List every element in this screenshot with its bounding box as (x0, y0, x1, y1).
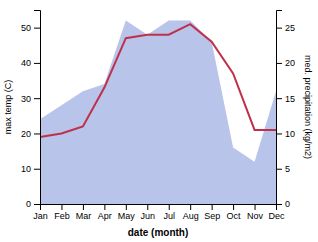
y-tick: 50 (21, 23, 40, 33)
tick-label: 40 (21, 58, 31, 68)
y-tick: 10 (21, 164, 40, 174)
tick-label: 30 (21, 94, 31, 104)
y-tick: 20 (276, 58, 295, 68)
area (40, 21, 276, 204)
x-axis-title: date (month) (128, 227, 189, 238)
y-tick: 0 (276, 199, 290, 209)
x-tick: Aug (183, 204, 199, 221)
tick-label: May (118, 211, 136, 221)
tick-label: Jul (163, 211, 175, 221)
tick-label: Apr (98, 211, 112, 221)
tick-mark (276, 98, 282, 99)
tick-label: 0 (285, 199, 290, 209)
x-axis: Jan Feb Mar Apr May Jun Jul Aug Sep Oct Nov Dec (33, 204, 285, 221)
x-tick: Oct (227, 204, 242, 221)
x-tick: Jun (141, 204, 156, 221)
plot: JanFebMarAprMayJunJulAugSepOctNovDec0102… (3, 11, 313, 239)
tick-label: 20 (285, 58, 295, 68)
tick-label: Mar (76, 211, 92, 221)
tick-mark (34, 133, 40, 134)
y-tick: 0 (26, 199, 40, 209)
tick-label: 25 (285, 23, 295, 33)
tick-label: 10 (285, 129, 295, 139)
tick-label: Jun (141, 211, 156, 221)
y-tick: 5 (276, 164, 290, 174)
x-tick: Nov (247, 204, 264, 221)
axis-line (34, 11, 41, 205)
tick-label: 20 (21, 129, 31, 139)
x-tick: Feb (54, 204, 70, 221)
tick-mark (233, 204, 234, 210)
x-tick: Mar (76, 204, 92, 221)
tick-label: Jan (33, 211, 48, 221)
x-tick: Dec (268, 204, 285, 221)
tick-mark (34, 63, 40, 64)
axis-line (41, 205, 277, 211)
tick-label: Oct (227, 211, 242, 221)
y-tick: 20 (21, 129, 40, 139)
x-tick: Jan (33, 204, 48, 221)
x-tick: May (118, 204, 136, 221)
tick-mark (104, 204, 105, 210)
tick-mark (276, 28, 282, 29)
y-tick: 10 (276, 129, 295, 139)
tick-label: 50 (21, 23, 31, 33)
tick-mark (34, 204, 40, 205)
tick-label: 5 (285, 164, 290, 174)
axis-line (277, 11, 283, 205)
tick-mark (255, 204, 256, 210)
tick-label: Aug (183, 211, 199, 221)
y2-axis-title: med. precipitation (kg/m2) (303, 55, 313, 159)
tick-mark (126, 204, 127, 210)
tick-mark (169, 204, 170, 210)
x-tick: Sep (204, 204, 220, 221)
x-tick: Apr (98, 204, 112, 221)
tick-mark (276, 63, 282, 64)
tick-mark (34, 169, 40, 170)
chart: JanFebMarAprMayJunJulAugSepOctNovDec0102… (0, 0, 318, 242)
tick-label: 0 (26, 199, 31, 209)
x-tick: Jul (163, 204, 175, 221)
marks (40, 21, 276, 204)
tick-label: Nov (247, 211, 264, 221)
tick-mark (34, 98, 40, 99)
tick-mark (212, 204, 213, 210)
tick-mark (276, 133, 282, 134)
tick-label: Sep (204, 211, 220, 221)
tick-mark (147, 204, 148, 210)
tick-label: 10 (21, 164, 31, 174)
tick-label: 15 (285, 94, 295, 104)
tick-mark (276, 169, 282, 170)
y2-axis: 0 5 10 15 20 25 (276, 11, 295, 210)
y-axis: 0 10 20 30 40 50 (21, 11, 41, 210)
tick-mark (83, 204, 84, 210)
tick-label: Feb (54, 211, 70, 221)
tick-mark (190, 204, 191, 210)
tick-mark (61, 204, 62, 210)
y-axis-title: max temp (C) (3, 80, 13, 135)
y-tick: 40 (21, 58, 40, 68)
y-tick: 25 (276, 23, 295, 33)
tick-label: Dec (268, 211, 285, 221)
y-tick: 30 (21, 94, 40, 104)
tick-mark (34, 28, 40, 29)
y-tick: 15 (276, 94, 295, 104)
line (40, 24, 276, 137)
tick-mark (276, 204, 282, 205)
